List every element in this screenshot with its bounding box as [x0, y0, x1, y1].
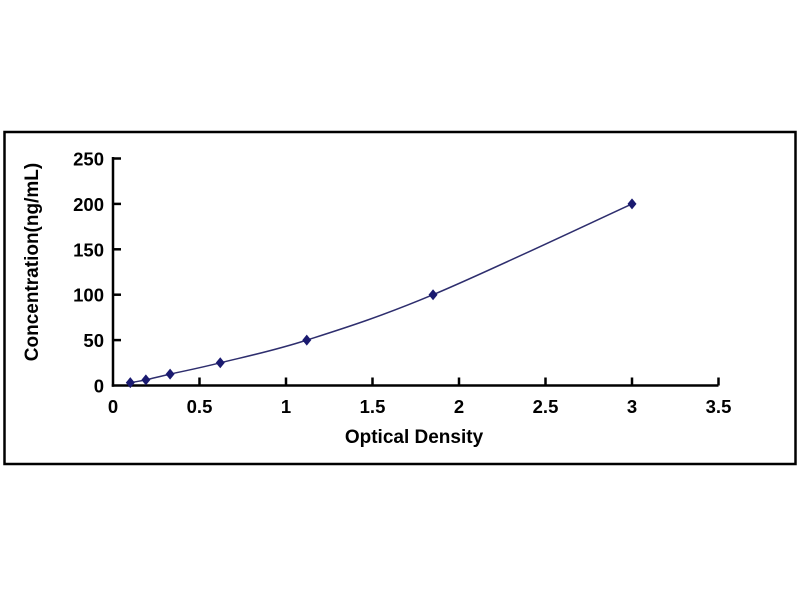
data-point-marker — [302, 334, 312, 346]
data-point-marker — [215, 357, 225, 369]
x-tick-label: 0 — [108, 396, 118, 417]
data-point-marker — [165, 368, 175, 380]
y-axis-tick-labels: 0 50 100 150 200 250 — [73, 149, 104, 397]
x-tick-label: 3 — [627, 396, 637, 417]
y-tick-label: 50 — [83, 330, 104, 351]
data-point-marker — [428, 289, 438, 301]
y-axis-title: Concentration(ng/mL) — [22, 163, 43, 361]
data-point-markers — [125, 198, 637, 389]
x-axis-ticks — [198, 377, 720, 386]
y-tick-label: 100 — [73, 285, 104, 306]
x-tick-label: 2 — [454, 396, 464, 417]
data-point-marker — [141, 374, 151, 386]
x-axis-tick-labels: 0 0.5 1 1.5 2 2.5 3 3.5 — [108, 396, 732, 417]
y-axis-ticks — [113, 157, 121, 342]
data-point-marker — [125, 377, 135, 389]
x-tick-label: 1 — [281, 396, 291, 417]
x-tick-label: 1.5 — [360, 396, 386, 417]
y-tick-label: 200 — [73, 194, 104, 215]
data-point-marker — [627, 198, 637, 210]
x-tick-label: 2.5 — [533, 396, 559, 417]
x-tick-label: 3.5 — [706, 396, 732, 417]
chart-frame — [3, 130, 797, 466]
y-tick-label: 150 — [73, 239, 104, 260]
x-axis-title: Optical Density — [345, 427, 484, 448]
y-tick-label: 250 — [73, 149, 104, 170]
x-tick-label: 0.5 — [187, 396, 213, 417]
y-tick-label: 0 — [94, 376, 104, 397]
